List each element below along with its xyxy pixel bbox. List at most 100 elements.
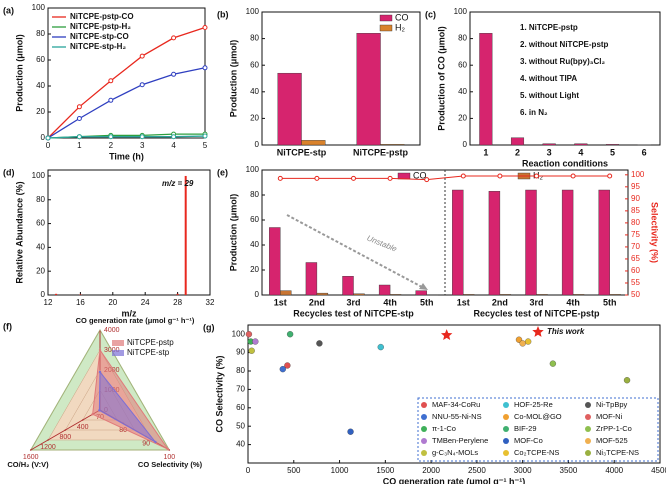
radar-tick (82, 419, 84, 421)
x-axis-label: CO generation rate (μmol g⁻¹ h⁻¹) (383, 476, 526, 484)
bar (306, 263, 317, 296)
legend-marker (585, 426, 591, 432)
x-tick-label: 2500 (468, 466, 486, 475)
panel-label: (c) (425, 9, 436, 19)
point (316, 340, 322, 346)
legend-label: π-1-Co (432, 424, 456, 433)
legend-marker (585, 402, 591, 408)
point (140, 83, 144, 87)
x-axis-label: Reaction conditions (522, 158, 608, 168)
radar-axis-label: CO generation rate (μmol g⁻¹ h⁻¹) (76, 316, 195, 325)
radar-tick (47, 439, 49, 441)
y-tick-label: 20 (36, 266, 45, 275)
legend-label: This work (547, 327, 585, 336)
annotation: 1. NiTCPE-pstp (520, 23, 578, 32)
bar (185, 176, 187, 295)
point (525, 339, 531, 345)
radar-tick (30, 449, 32, 451)
radar-tick-label: 1200 (40, 444, 56, 451)
point (252, 339, 258, 345)
y-tick-label: 20 (250, 114, 259, 123)
legend-label: g-C₃N₄-MOLs (432, 448, 478, 457)
point (352, 176, 356, 180)
bar (543, 144, 556, 145)
x-tick-label: 3500 (560, 466, 578, 475)
radar-point (154, 441, 156, 443)
legend-label: MOF-525 (596, 436, 628, 445)
x-tick-label: 1000 (331, 466, 349, 475)
annotation: 5. without Light (520, 91, 579, 100)
y-tick-label: 100 (32, 171, 46, 180)
legend-label: H₂ (395, 22, 405, 32)
y2-tick-label: 65 (631, 254, 640, 263)
point (278, 176, 282, 180)
legend-label: HOF-25-Re (514, 400, 553, 409)
x-tick-label: 1 (77, 141, 82, 150)
legend-label: TMBen-Perylene (432, 436, 488, 445)
legend-swatch (380, 15, 392, 21)
y2-tick-label: 100 (631, 170, 645, 179)
legend-label: Co-MOL@GO (514, 412, 562, 421)
x-tick-label: 4th (383, 297, 397, 307)
point (77, 117, 81, 121)
radar-point (167, 448, 169, 450)
point (315, 176, 319, 180)
annotation: Unstable (365, 233, 398, 253)
y2-tick-label: 90 (631, 194, 640, 203)
legend-label: MAF-34-CoRu (432, 400, 480, 409)
bar (575, 144, 588, 145)
y-axis-label: Production (μmol) (14, 34, 24, 112)
point (109, 98, 113, 102)
bar (302, 140, 326, 145)
legend-label: MOF-Co (514, 436, 543, 445)
x-tick-label: 5 (203, 141, 208, 150)
legend-label: BIF-29 (514, 424, 537, 433)
legend-star (532, 326, 543, 337)
point (140, 135, 144, 139)
panel-label: (b) (217, 9, 229, 19)
legend-swatch (112, 340, 124, 346)
x-tick-label: 1500 (376, 466, 394, 475)
x-tick-label: 5 (610, 147, 615, 157)
legend-label: CO (395, 12, 409, 22)
y-tick-label: 40 (250, 87, 259, 96)
annotation: 2. without NiTCPE-pstp (520, 40, 609, 49)
legend-label: NiTCPE-stp (127, 348, 170, 357)
legend-marker (503, 438, 509, 444)
x-tick-label: 28 (173, 298, 182, 307)
legend-swatch (380, 25, 392, 31)
y-tick-label: 100 (454, 7, 468, 16)
y-tick-label: 60 (458, 60, 467, 69)
x-tick-label: 3 (547, 147, 552, 157)
point (172, 135, 176, 139)
bar (610, 294, 621, 295)
y-tick-label: 60 (36, 55, 45, 64)
x-tick-label: 2 (109, 141, 114, 150)
y-tick-label: 40 (458, 87, 467, 96)
radar-tick-label: 4000 (104, 327, 120, 334)
x-tick-label: 4000 (605, 466, 623, 475)
legend-label: NiTCPE-pstp-CO (70, 12, 134, 21)
series-line (48, 68, 205, 138)
point (571, 174, 575, 178)
legend-label: NiTCPE-stp-CO (70, 32, 129, 41)
y-tick-label: 80 (250, 34, 259, 43)
y-tick-label: 80 (236, 366, 245, 375)
bar (452, 190, 463, 295)
y-tick-label: 70 (236, 385, 245, 394)
legend-label: Ni-TpBpy (596, 400, 628, 409)
point (203, 66, 207, 70)
x-tick-label: 2000 (422, 466, 440, 475)
legend-marker (585, 414, 591, 420)
x-tick-label: 4 (578, 147, 583, 157)
x-tick-label: 16 (76, 298, 85, 307)
y-axis-label: Production (μmol) (228, 194, 238, 272)
point (550, 361, 556, 367)
bar (269, 228, 280, 296)
point (461, 174, 465, 178)
y2-axis-label: Selectivity (%) (650, 202, 660, 263)
bar (343, 276, 354, 295)
point (203, 26, 207, 30)
bar (463, 294, 474, 295)
